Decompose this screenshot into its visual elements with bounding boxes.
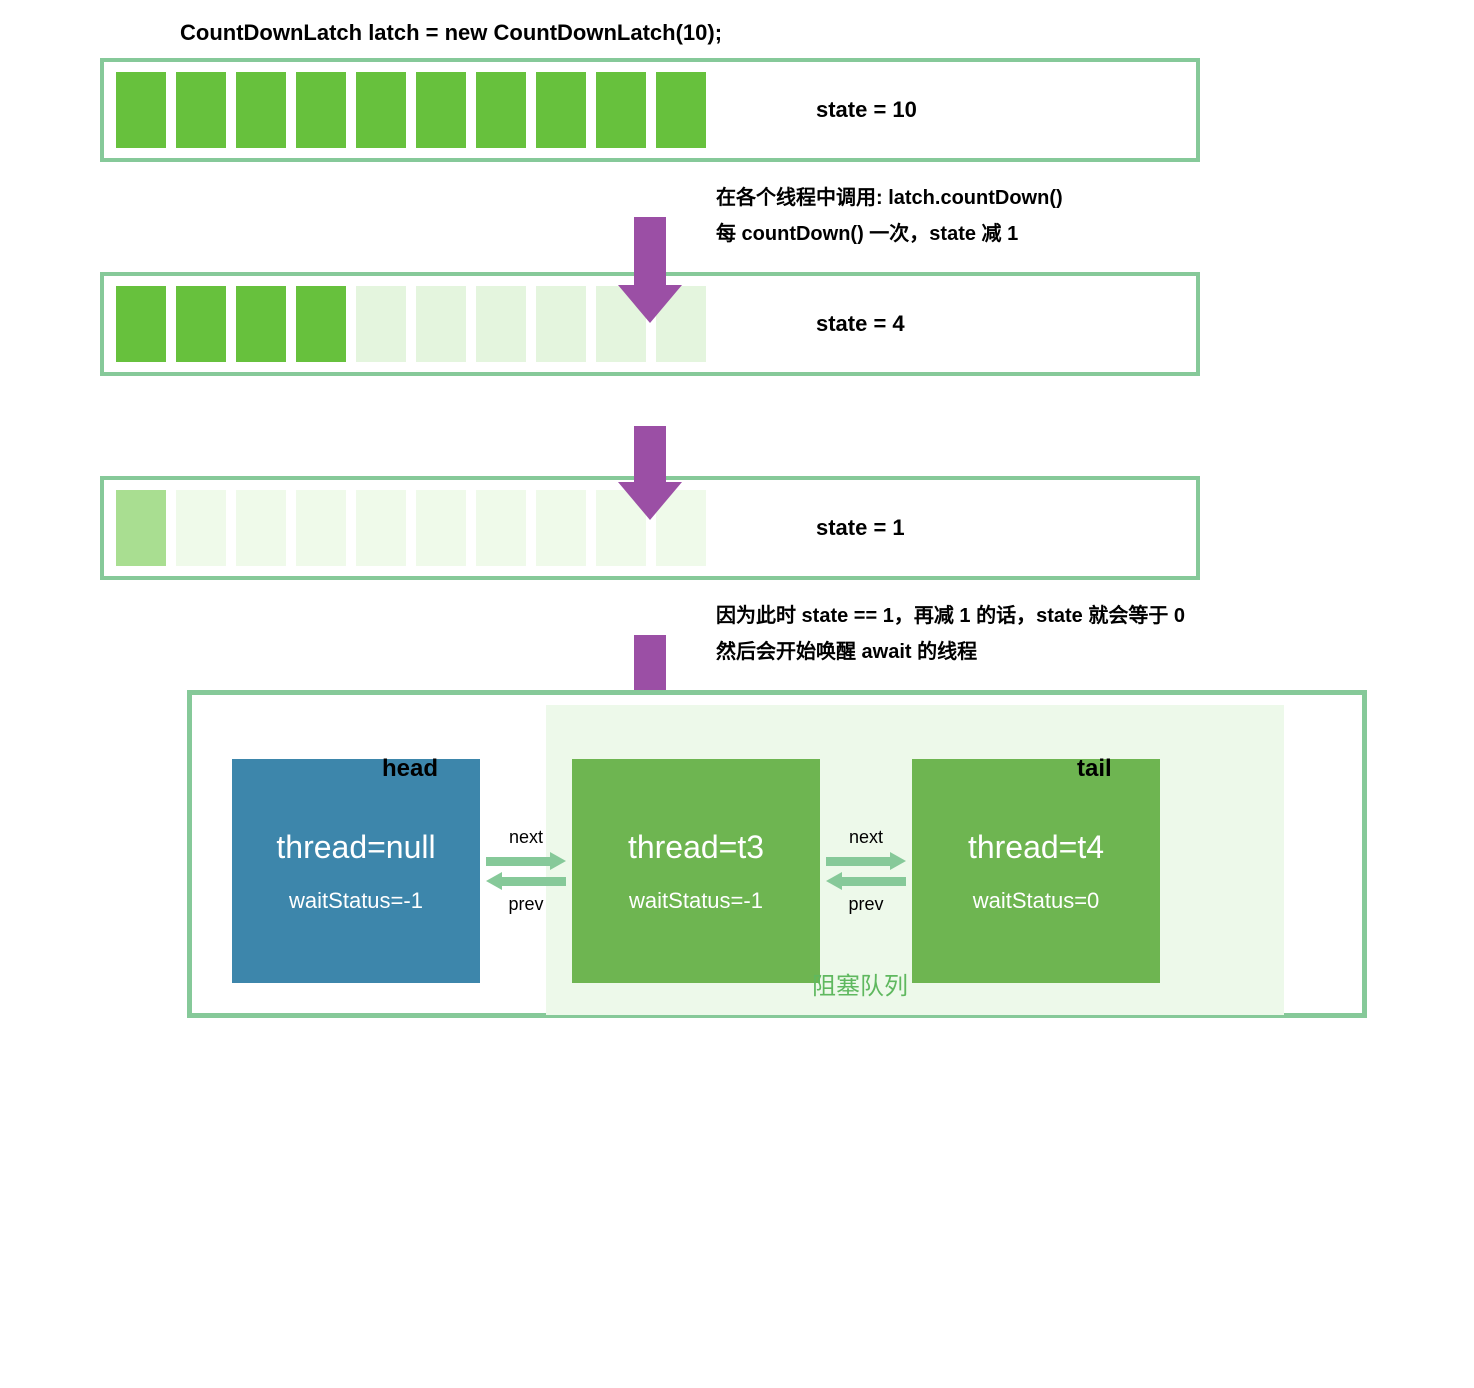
queue-node-head: thread=null waitStatus=-1 xyxy=(232,759,480,983)
thread-text: thread=t4 xyxy=(968,829,1104,866)
state-bar xyxy=(176,490,226,566)
state-bar xyxy=(356,72,406,148)
next-label: next xyxy=(509,827,543,848)
queue-node-tail: thread=t4 waitStatus=0 xyxy=(912,759,1160,983)
state-bar xyxy=(116,286,166,362)
state-bar xyxy=(476,286,526,362)
state-bar xyxy=(296,286,346,362)
arrow-text: 在各个线程中调用: latch.countDown() 每 countDown(… xyxy=(716,180,1063,252)
next-label: next xyxy=(849,827,883,848)
blocking-queue-box: head tail thread=null waitStatus=-1 next… xyxy=(187,690,1367,1018)
state-bar xyxy=(236,72,286,148)
state-bar xyxy=(296,490,346,566)
state-label: state = 4 xyxy=(816,311,905,337)
wait-status-text: waitStatus=-1 xyxy=(289,888,423,914)
state-box-10: state = 10 xyxy=(100,58,1200,162)
state-bar xyxy=(536,286,586,362)
thread-text: thread=t3 xyxy=(628,829,764,866)
head-label: head xyxy=(382,755,438,783)
state-label: state = 10 xyxy=(816,97,917,123)
bars-row xyxy=(116,72,706,148)
prev-label: prev xyxy=(508,894,543,915)
state-bar xyxy=(356,286,406,362)
state-bar xyxy=(596,72,646,148)
state-bar xyxy=(656,72,706,148)
state-bar xyxy=(416,286,466,362)
arrow-text: 因为此时 state == 1，再减 1 的话，state 就会等于 0 然后会… xyxy=(716,598,1185,670)
blocking-queue-label: 阻塞队列 xyxy=(812,966,908,1001)
state-bar xyxy=(536,72,586,148)
arrow-left-icon xyxy=(826,874,906,888)
state-bar xyxy=(116,490,166,566)
state-bar xyxy=(476,490,526,566)
arrow-countdown: 在各个线程中调用: latch.countDown() 每 countDown(… xyxy=(100,162,1200,272)
tail-label: tail xyxy=(1077,755,1112,783)
state-bar xyxy=(236,490,286,566)
arrow-wakeup: 因为此时 state == 1，再减 1 的话，state 就会等于 0 然后会… xyxy=(100,580,1200,690)
state-bar xyxy=(176,286,226,362)
arrow-plain xyxy=(100,376,1200,476)
state-bar xyxy=(176,72,226,148)
wait-status-text: waitStatus=0 xyxy=(973,888,1100,914)
arrow-right-icon xyxy=(486,854,566,868)
state-bar xyxy=(236,286,286,362)
link-arrows: next prev xyxy=(820,759,912,983)
wait-status-text: waitStatus=-1 xyxy=(629,888,763,914)
thread-text: thread=null xyxy=(276,829,435,866)
state-bar xyxy=(296,72,346,148)
link-arrows: next prev xyxy=(480,759,572,983)
arrow-left-icon xyxy=(486,874,566,888)
state-bar xyxy=(356,490,406,566)
state-label: state = 1 xyxy=(816,515,905,541)
state-bar xyxy=(116,72,166,148)
countdownlatch-diagram: CountDownLatch latch = new CountDownLatc… xyxy=(20,20,1454,1018)
state-bar xyxy=(536,490,586,566)
node-row: thread=null waitStatus=-1 next prev thre… xyxy=(232,759,1322,983)
prev-label: prev xyxy=(848,894,883,915)
arrow-right-icon xyxy=(826,854,906,868)
state-bar xyxy=(416,72,466,148)
state-bar xyxy=(476,72,526,148)
state-bar xyxy=(416,490,466,566)
code-declaration: CountDownLatch latch = new CountDownLatc… xyxy=(180,20,722,46)
queue-node: thread=t3 waitStatus=-1 xyxy=(572,759,820,983)
